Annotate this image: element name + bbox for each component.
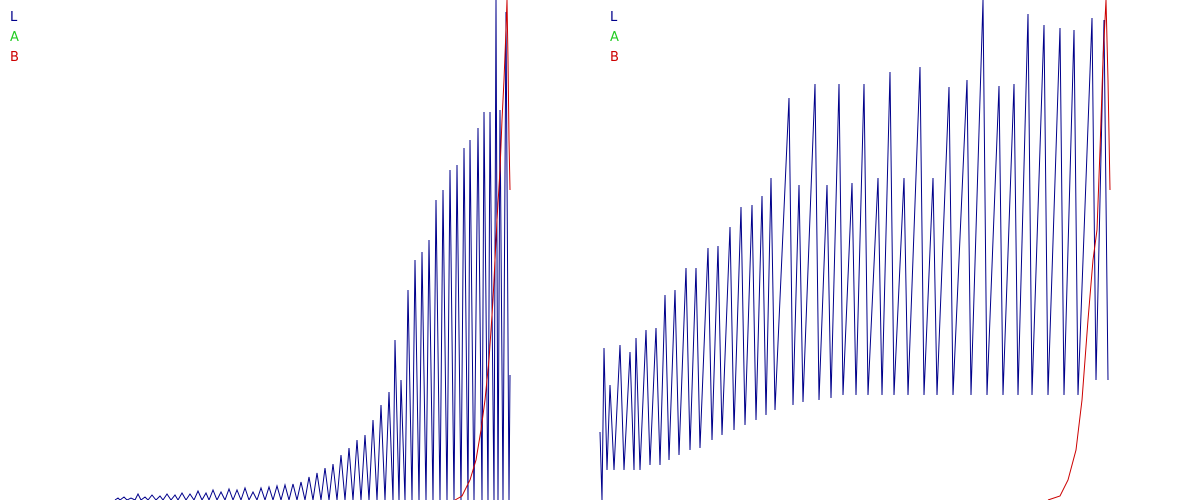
right-legend: L A B [610, 10, 619, 65]
series-line-b [454, 0, 511, 500]
series-line-b [1047, 0, 1111, 500]
series-line-l [114, 0, 511, 500]
left-plot-area [114, 0, 511, 500]
left-chart: L A B [10, 0, 511, 500]
legend-label-a: A [10, 30, 19, 45]
series-line-l [599, 0, 1109, 500]
legend-label-a: A [610, 30, 619, 45]
left-legend: L A B [10, 10, 19, 65]
legend-label-l: L [10, 10, 18, 25]
legend-label-b: B [610, 50, 619, 65]
legend-label-b: B [10, 50, 19, 65]
legend-label-l: L [610, 10, 618, 25]
right-chart: L A B [599, 0, 1111, 500]
right-plot-area [599, 0, 1111, 500]
